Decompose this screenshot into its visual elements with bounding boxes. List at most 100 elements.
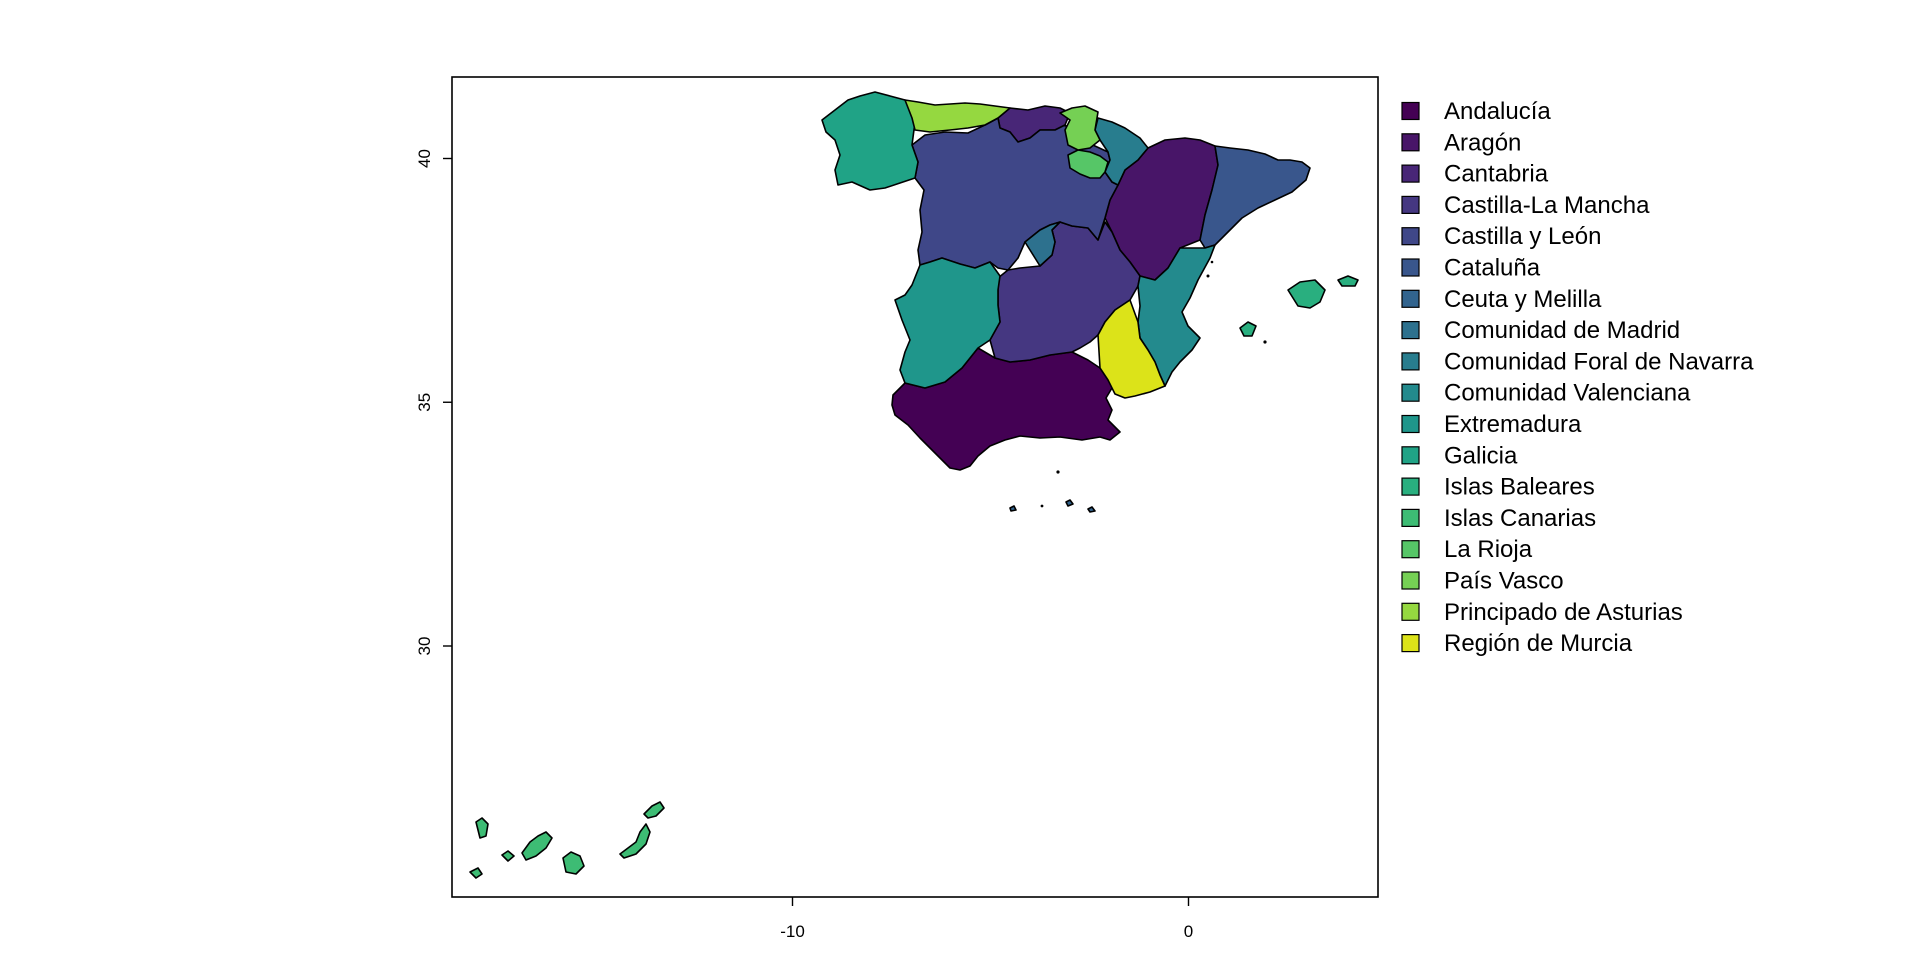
legend-key <box>1401 571 1420 590</box>
legend-item: Castilla y León <box>1401 223 1601 250</box>
legend-item: Aragón <box>1401 129 1521 156</box>
legend-label: Andalucía <box>1444 98 1551 125</box>
legend-key <box>1401 258 1420 277</box>
legend-item: Castilla-La Mancha <box>1401 192 1650 219</box>
islet-dot-4 <box>1210 260 1214 264</box>
region-la-rioja <box>1067 149 1109 179</box>
region-islas-canarias <box>469 801 665 879</box>
legend-item: La Rioja <box>1401 536 1533 563</box>
legend-label: Comunidad de Madrid <box>1444 317 1680 344</box>
y-tick-label: 40 <box>415 149 434 168</box>
region-pais-vasco-part-1 <box>1059 105 1101 151</box>
legend-key <box>1401 289 1420 308</box>
region-ceuta-y-melilla-part-3 <box>1087 506 1096 513</box>
y-axis: 30 35 40 <box>415 149 452 655</box>
islet-dot-1 <box>1056 470 1060 474</box>
y-tick-label: 35 <box>415 393 434 412</box>
region-ceuta-y-melilla-part-1 <box>1009 505 1017 512</box>
map-panel-border <box>451 76 1379 898</box>
legend-key <box>1401 101 1420 121</box>
legend-key <box>1401 477 1420 496</box>
region-comunidad-foral-de-navarra-part-1 <box>1094 117 1149 186</box>
region-islas-canarias-part-2 <box>469 867 483 879</box>
region-galicia <box>821 91 919 191</box>
region-principado-de-asturias <box>904 99 1011 133</box>
legend-label: Comunidad Foral de Navarra <box>1444 348 1754 375</box>
region-galicia-part-1 <box>821 91 919 191</box>
legend-label: Ceuta y Melilla <box>1444 286 1602 313</box>
region-comunidad-de-madrid-part-1 <box>1024 221 1061 267</box>
legend: Andalucía Aragón Cantabria Castilla-La Manc… <box>1401 98 1754 657</box>
legend-label: Cataluña <box>1444 255 1541 282</box>
region-islas-baleares-part-1 <box>1287 279 1326 309</box>
legend-item: Cataluña <box>1401 255 1541 282</box>
legend-item: Comunidad Valenciana <box>1401 380 1691 407</box>
region-extremadura <box>894 257 1001 389</box>
region-islas-canarias-part-1 <box>475 817 489 839</box>
legend-label: Galicia <box>1444 442 1518 469</box>
legend-item: País Vasco <box>1401 568 1564 595</box>
region-la-rioja-part-1 <box>1067 149 1109 179</box>
legend-label: País Vasco <box>1444 568 1564 595</box>
region-islas-baleares <box>1239 275 1359 337</box>
legend-key <box>1401 352 1420 371</box>
legend-label: La Rioja <box>1444 536 1533 563</box>
region-cataluna-part-1 <box>1199 145 1311 249</box>
region-region-de-murcia <box>1097 299 1166 399</box>
region-comunidad-de-madrid <box>1024 221 1061 267</box>
x-tick-label: 0 <box>1184 922 1193 941</box>
legend-item: Islas Baleares <box>1401 474 1595 501</box>
legend-key <box>1401 133 1420 152</box>
region-islas-canarias-part-4 <box>521 831 553 861</box>
legend-key <box>1401 321 1420 340</box>
region-islas-canarias-part-6 <box>619 823 651 859</box>
region-extremadura-part-1 <box>894 257 1001 389</box>
legend-label: Región de Murcia <box>1444 630 1633 657</box>
dots-layer <box>1040 260 1267 508</box>
legend-item: Andalucía <box>1401 98 1551 125</box>
islet-dot-5 <box>1263 340 1267 344</box>
legend-key <box>1401 414 1420 434</box>
legend-item: Principado de Asturias <box>1401 599 1683 626</box>
regions-layer <box>469 91 1359 879</box>
legend-label: Extremadura <box>1444 411 1582 438</box>
region-ceuta-y-melilla-part-2 <box>1065 499 1074 507</box>
legend-label: Castilla y León <box>1444 223 1601 250</box>
legend-label: Islas Baleares <box>1444 474 1595 501</box>
x-axis: -10 0 <box>780 897 1193 941</box>
legend-item: Ceuta y Melilla <box>1401 286 1602 313</box>
region-cataluna <box>1199 145 1311 249</box>
x-tick-label: -10 <box>780 922 805 941</box>
region-ceuta-y-melilla <box>1009 499 1096 513</box>
islet-dot-2 <box>1040 504 1044 508</box>
legend-label: Castilla-La Mancha <box>1444 192 1650 219</box>
region-comunidad-foral-de-navarra <box>1094 117 1149 186</box>
legend-key <box>1401 633 1420 653</box>
region-pais-vasco <box>1059 105 1101 151</box>
legend-key <box>1401 383 1420 402</box>
legend-key <box>1401 446 1420 465</box>
legend-item: Islas Canarias <box>1401 505 1596 532</box>
legend-item: Cantabria <box>1401 161 1549 188</box>
legend-item: Extremadura <box>1401 411 1582 438</box>
legend-key <box>1401 195 1420 214</box>
legend-item: Galicia <box>1401 442 1518 469</box>
legend-key <box>1401 540 1420 559</box>
y-tick-label: 30 <box>415 637 434 656</box>
islet-dot-3 <box>1206 274 1210 278</box>
region-region-de-murcia-part-1 <box>1097 299 1166 399</box>
region-islas-canarias-part-3 <box>501 850 515 862</box>
legend-item: Comunidad Foral de Navarra <box>1401 348 1754 375</box>
legend-label: Aragón <box>1444 129 1521 156</box>
legend-key <box>1401 602 1420 621</box>
region-islas-canarias-part-5 <box>562 851 585 875</box>
legend-item: Región de Murcia <box>1401 630 1633 657</box>
legend-key <box>1401 227 1420 246</box>
region-islas-baleares-part-2 <box>1337 275 1359 287</box>
region-islas-baleares-part-3 <box>1239 321 1257 337</box>
legend-label: Principado de Asturias <box>1444 599 1683 626</box>
legend-item: Comunidad de Madrid <box>1401 317 1680 344</box>
region-principado-de-asturias-part-1 <box>904 99 1011 133</box>
legend-key <box>1401 508 1420 527</box>
